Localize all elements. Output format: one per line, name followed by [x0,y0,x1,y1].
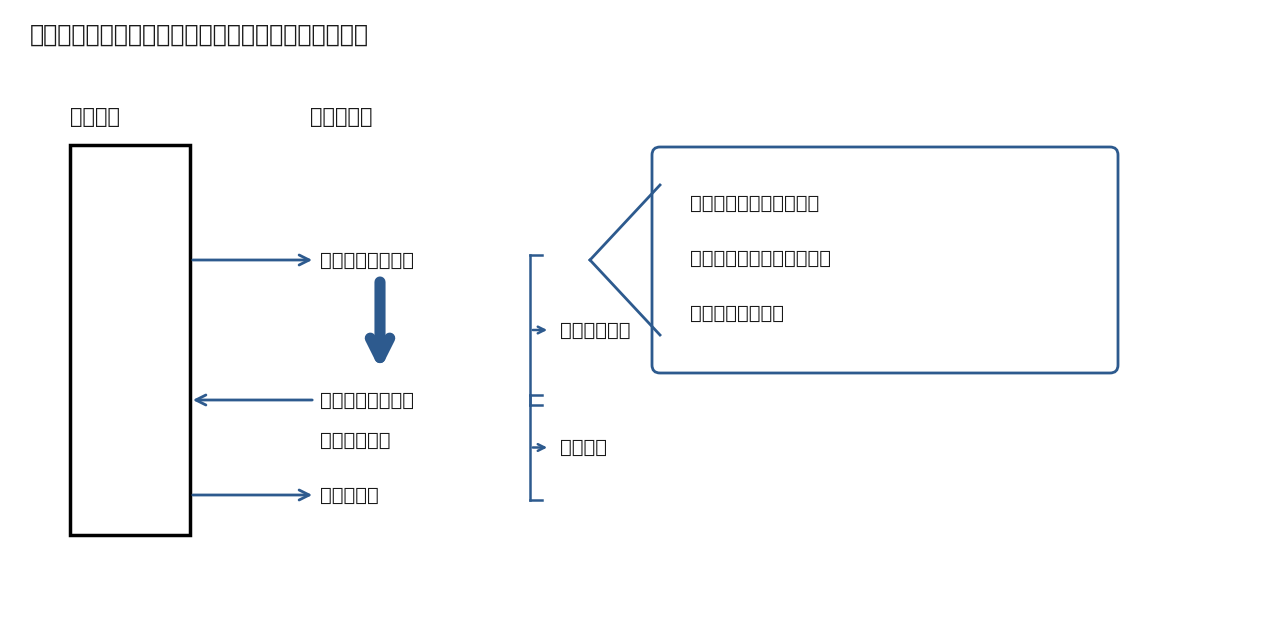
Text: 【会社】: 【会社】 [70,107,120,127]
Text: 【取締役】: 【取締役】 [310,107,372,127]
Text: 譲渡禁止期間: 譲渡禁止期間 [561,320,631,340]
Text: 取締役の報酬とされるため: 取締役の報酬とされるため [690,248,831,268]
Text: 行使期間: 行使期間 [561,438,607,457]
Text: 権利行使価額: 権利行使価額 [320,431,390,450]
Text: 新株予約権の発行対価は: 新株予約権の発行対価は [690,194,819,213]
Text: 【図表２】取締役報酬としての新株予約権発行・行使: 【図表２】取締役報酬としての新株予約権発行・行使 [29,23,369,47]
Text: 株式の交付: 株式の交付 [320,485,379,505]
Text: 新株予約権の発行: 新株予約権の発行 [320,250,413,269]
Text: 新株予約権の行使: 新株予約権の行使 [320,390,413,410]
Bar [70,145,189,535]
FancyBboxPatch shape [652,147,1117,373]
Text: 無償で発行される: 無償で発行される [690,303,783,322]
